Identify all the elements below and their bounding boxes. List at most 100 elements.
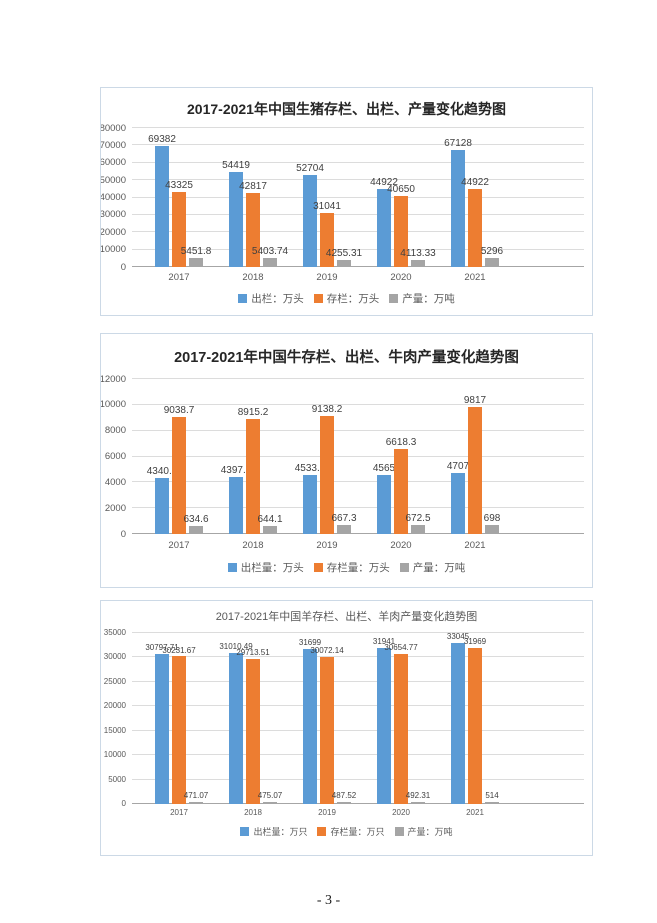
blue-bar	[377, 475, 391, 534]
x-axis-labels: 2017 2018 2019 2020 2021	[132, 808, 592, 817]
chart-legend: 出栏量：万只 存栏量：万只 产量：万吨	[101, 825, 592, 838]
orange-bar	[172, 656, 186, 804]
gridline	[132, 754, 584, 756]
legend-item: 存栏量：万头	[313, 560, 390, 575]
blue-bar	[155, 653, 169, 804]
category-label: 2021	[464, 540, 486, 551]
data-label: 69382	[148, 134, 176, 146]
blue-bar	[451, 642, 465, 804]
orange-bar	[246, 418, 260, 534]
gray-bar	[189, 801, 203, 804]
gridline	[132, 179, 584, 181]
gridline	[132, 378, 584, 379]
bar-wrapper: 6618.3	[386, 379, 416, 534]
data-label: 634.6	[183, 513, 209, 525]
gray-bar	[411, 801, 425, 804]
bar-wrapper: 644.1	[257, 379, 283, 534]
gridline	[132, 632, 584, 633]
bar-wrapper: 43325	[165, 128, 193, 267]
gray-bar	[263, 801, 277, 804]
gridline	[132, 803, 584, 804]
category-label: 2017	[168, 272, 190, 283]
orange-bar	[468, 188, 482, 267]
y-axis-tick-label: 50000	[100, 174, 126, 186]
bar-group-2018: 4397.5 8915.2 644.1	[216, 379, 290, 534]
legend-item: 产量：万吨	[389, 291, 455, 306]
bar-group-2017: 69382 43325 5451.8	[142, 128, 216, 267]
data-label: 54419	[222, 160, 250, 172]
blue-bar	[229, 652, 243, 804]
bar-group-2021: 4707 9817 698	[438, 379, 512, 534]
y-axis-tick-label: 10000	[103, 750, 126, 760]
gridline	[132, 429, 584, 431]
data-label: 5451.8	[180, 245, 212, 257]
bar-wrapper: 30654.77	[384, 633, 418, 804]
orange-bar	[320, 657, 334, 804]
gridline	[132, 403, 584, 405]
legend-swatch-icon	[394, 827, 404, 836]
bar-wrapper: 29713.51	[236, 633, 270, 804]
data-label: 52704	[296, 163, 324, 175]
bar-group-2019: 52704 31041 4255.31	[290, 128, 364, 267]
data-label: 44922	[461, 176, 489, 188]
category-label: 2019	[316, 272, 338, 283]
blue-bar	[229, 172, 243, 267]
gray-bar	[337, 525, 351, 534]
bar-wrapper: 5451.8	[181, 128, 211, 267]
bar-group-2020: 31941 30654.77 492.31	[364, 633, 438, 804]
y-axis-tick-label: 30000	[103, 652, 126, 662]
gridline	[132, 533, 584, 534]
gridline	[132, 778, 584, 780]
y-axis-tick-label: 4000	[104, 476, 126, 488]
legend-label: 出栏：万头	[251, 293, 304, 305]
data-label: 5296	[480, 245, 504, 257]
legend-label: 产量：万吨	[412, 562, 466, 574]
data-label: 9817	[463, 395, 487, 407]
legend-label: 存栏量：万头	[326, 562, 390, 574]
data-label: 31010.49	[219, 641, 253, 651]
gray-bar	[189, 525, 203, 534]
data-label: 67128	[444, 138, 472, 150]
blue-bar	[377, 647, 391, 804]
data-label: 30072.14	[310, 646, 344, 656]
legend-label: 存栏：万头	[326, 293, 380, 305]
bar-wrapper: 44922	[370, 128, 398, 267]
data-label: 30231.67	[162, 645, 196, 655]
bar-wrapper: 4397.5	[221, 379, 251, 534]
bar-wrapper: 4340.3	[147, 379, 177, 534]
y-axis-tick-label: 70000	[100, 139, 126, 151]
data-label: 9138.2	[311, 403, 343, 415]
blue-bar	[377, 188, 391, 267]
data-label: 31941	[372, 637, 396, 647]
data-label: 492.31	[405, 790, 431, 800]
gray-bar	[485, 801, 499, 804]
bar-groups: 30797.71 30231.67 471.07 31010.49 29713.51 47…	[132, 632, 584, 804]
bar-wrapper: 52704	[296, 128, 324, 267]
page-number: - 3 -	[316, 893, 341, 908]
data-label: 9038.7	[163, 405, 195, 417]
blue-bar	[451, 473, 465, 534]
y-axis-tick-label: 80000	[100, 122, 126, 134]
bar-group-2019: 4533.9 9138.2 667.3	[290, 379, 364, 534]
data-label: 43325	[165, 179, 193, 191]
gridline	[132, 144, 584, 146]
category-label: 2017	[168, 540, 190, 551]
bar-wrapper: 5296	[481, 128, 503, 267]
gridline	[132, 161, 584, 163]
legend-item: 出栏：万头	[238, 291, 304, 306]
orange-bar	[320, 213, 334, 267]
orange-bar	[172, 417, 186, 534]
legend-label: 存栏量：万只	[330, 827, 385, 837]
gridline	[132, 248, 584, 250]
blue-bar	[303, 475, 317, 534]
orange-bar	[468, 407, 482, 534]
x-axis-labels: 2017 2018 2019 2020 2021	[132, 540, 592, 551]
y-axis-tick-label: 2000	[104, 502, 126, 514]
data-label: 487.52	[331, 790, 357, 800]
gridline	[132, 231, 584, 233]
bar-wrapper: 634.6	[183, 379, 209, 534]
gray-bar	[263, 525, 277, 534]
gray-bar	[411, 525, 425, 534]
plot-area: 0 2000 4000 6000 8000 10000 12000 4340.3 9038.7 6…	[101, 374, 584, 538]
